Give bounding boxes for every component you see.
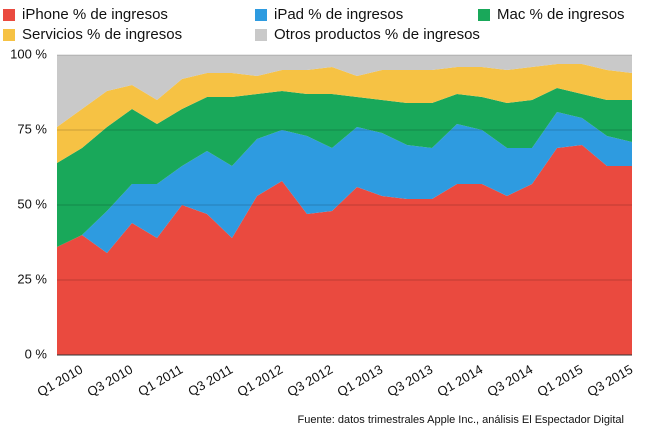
area xyxy=(57,145,632,355)
source-note: Fuente: datos trimestrales Apple Inc., a… xyxy=(298,414,625,426)
x-tick-label: Q1 2011 xyxy=(135,362,185,399)
legend-swatch xyxy=(3,9,15,21)
x-tick-label: Q1 2014 xyxy=(435,362,486,400)
legend-label: Servicios % de ingresos xyxy=(22,26,182,43)
x-tick-label: Q3 2014 xyxy=(485,362,536,400)
y-tick-label: 50 % xyxy=(17,196,47,211)
x-tick-label: Q1 2012 xyxy=(235,362,286,400)
area xyxy=(57,112,632,253)
y-tick-label: 100 % xyxy=(10,46,47,61)
legend-label: iPhone % de ingresos xyxy=(22,6,168,23)
legend-label: Mac % de ingresos xyxy=(497,6,625,23)
legend-swatch xyxy=(478,9,490,21)
legend-swatch xyxy=(255,29,267,41)
x-tick-label: Q3 2010 xyxy=(85,362,136,400)
area xyxy=(57,64,632,163)
x-tick-label: Q3 2011 xyxy=(185,362,235,399)
legend-swatch xyxy=(255,9,267,21)
y-tick-label: 0 % xyxy=(25,346,48,361)
legend-label: iPad % de ingresos xyxy=(274,6,403,23)
x-tick-label: Q3 2015 xyxy=(585,362,636,400)
area xyxy=(57,88,632,247)
x-tick-label: Q1 2010 xyxy=(35,362,86,400)
x-tick-label: Q3 2013 xyxy=(385,362,436,400)
x-tick-label: Q1 2013 xyxy=(335,362,386,400)
y-tick-label: 75 % xyxy=(17,121,47,136)
x-tick-label: Q3 2012 xyxy=(285,362,336,400)
legend-label: Otros productos % de ingresos xyxy=(274,26,480,43)
legend-swatch xyxy=(3,29,15,41)
y-tick-label: 25 % xyxy=(17,271,47,286)
area xyxy=(57,55,632,127)
x-tick-label: Q1 2015 xyxy=(535,362,586,400)
